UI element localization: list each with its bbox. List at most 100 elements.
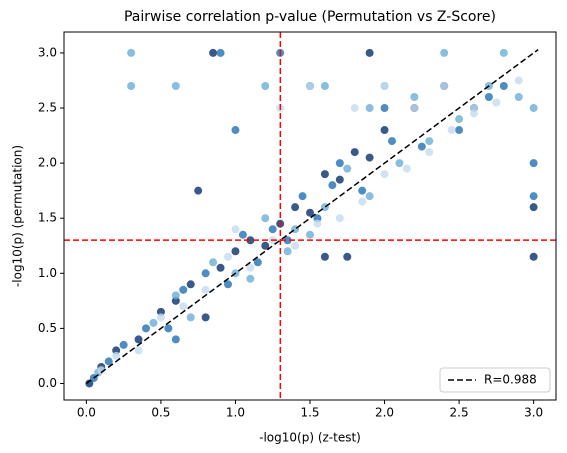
point	[179, 302, 188, 311]
point	[194, 186, 203, 195]
point	[306, 208, 314, 217]
y-tick-label: 1.5	[38, 211, 57, 225]
point	[261, 241, 270, 250]
point	[149, 318, 158, 327]
point	[484, 93, 493, 102]
y-tick-label: 3.0	[38, 45, 57, 59]
point	[238, 230, 247, 239]
point	[156, 313, 165, 322]
point	[179, 285, 188, 294]
point	[335, 175, 344, 184]
point	[320, 170, 329, 179]
point	[261, 81, 270, 90]
x-tick-label: 1.5	[300, 406, 319, 420]
point	[298, 192, 307, 201]
point	[529, 159, 538, 168]
point	[343, 252, 352, 261]
point	[291, 203, 300, 212]
point	[171, 291, 180, 300]
point	[224, 280, 232, 289]
point	[335, 214, 344, 223]
point	[253, 258, 262, 267]
y-tick-label: 1.0	[38, 266, 57, 280]
point	[529, 192, 538, 201]
point	[216, 48, 225, 57]
point	[134, 335, 143, 344]
point	[171, 335, 180, 344]
point	[119, 340, 128, 349]
point	[313, 219, 322, 228]
x-tick-label: 0.0	[77, 406, 96, 420]
point	[380, 104, 389, 113]
point	[127, 81, 136, 90]
point	[328, 181, 337, 190]
point	[246, 274, 255, 283]
point	[283, 236, 292, 245]
point	[313, 214, 322, 223]
point	[156, 307, 165, 316]
point	[127, 48, 136, 57]
legend-box	[439, 367, 551, 393]
point	[283, 247, 292, 256]
plot-frame	[63, 31, 557, 401]
point	[492, 98, 501, 107]
point	[164, 324, 173, 333]
point	[358, 197, 367, 206]
point	[268, 225, 277, 234]
point	[291, 241, 300, 250]
y-tick-label: 2.0	[38, 156, 57, 170]
point	[425, 137, 434, 146]
point	[186, 313, 195, 322]
x-tick-label: 2.0	[375, 406, 394, 420]
point	[231, 225, 240, 234]
point	[201, 313, 210, 322]
point	[455, 126, 464, 135]
point	[224, 252, 232, 261]
point	[112, 351, 121, 360]
point	[514, 76, 523, 85]
point	[365, 192, 374, 201]
point	[365, 48, 374, 57]
point	[85, 379, 94, 388]
x-axis-label: -log10(p) (z-test)	[259, 431, 361, 445]
y-tick-label: 0.0	[38, 376, 57, 390]
point	[499, 81, 508, 90]
point	[97, 366, 106, 375]
point	[246, 236, 255, 245]
point	[104, 357, 113, 366]
point	[216, 263, 225, 272]
point	[186, 280, 195, 289]
point	[529, 203, 538, 212]
point	[231, 126, 240, 135]
point	[380, 126, 389, 135]
point	[410, 104, 419, 113]
x-tick-label: 0.5	[151, 406, 170, 420]
chart-title: Pairwise correlation p-value (Permutatio…	[124, 9, 496, 25]
point	[380, 81, 389, 90]
point	[447, 126, 456, 135]
point	[320, 252, 329, 261]
point	[201, 285, 210, 294]
point	[470, 109, 478, 118]
y-axis-label: -log10(p) (permutation)	[11, 145, 25, 287]
point	[380, 170, 389, 179]
point	[171, 81, 180, 90]
x-tick-label: 1.0	[226, 406, 245, 420]
point	[425, 148, 434, 157]
point	[470, 104, 478, 113]
point	[402, 164, 411, 173]
point	[343, 164, 352, 173]
point	[209, 48, 218, 57]
y-tick-label: 2.5	[38, 101, 57, 115]
point	[440, 81, 449, 90]
point	[201, 269, 210, 278]
point	[320, 81, 329, 90]
point	[171, 296, 180, 305]
legend-label: R=0.988	[484, 373, 537, 387]
point	[231, 247, 240, 256]
point	[209, 258, 218, 267]
point	[395, 159, 404, 168]
point	[358, 186, 367, 195]
